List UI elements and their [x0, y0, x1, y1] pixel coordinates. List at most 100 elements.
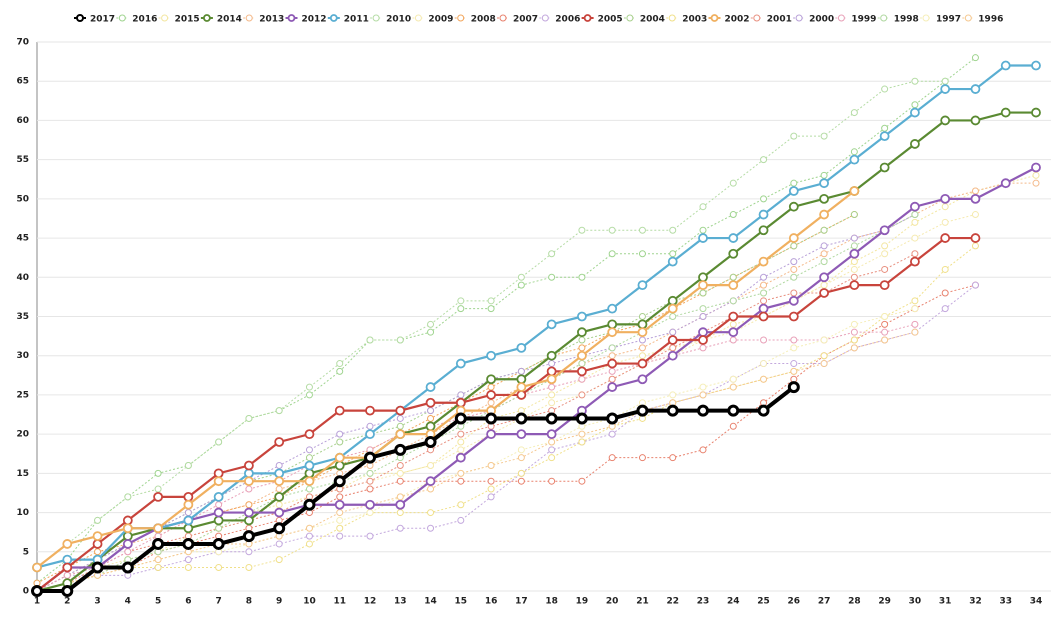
- point: [548, 250, 556, 258]
- point: [578, 438, 586, 446]
- x-tick-label: 28: [848, 597, 861, 607]
- point: [546, 319, 557, 330]
- point: [487, 485, 495, 493]
- point: [183, 491, 194, 502]
- legend-swatch: [964, 14, 972, 22]
- point: [850, 148, 858, 156]
- point: [941, 203, 949, 211]
- point: [607, 327, 618, 338]
- legend-label: 2006: [555, 15, 580, 25]
- point: [336, 360, 344, 368]
- y-tick-label: 55: [16, 155, 29, 165]
- point: [819, 193, 829, 204]
- point: [274, 468, 285, 479]
- point: [366, 477, 374, 485]
- point: [940, 84, 951, 94]
- y-tick-label: 5: [23, 547, 29, 557]
- point: [1032, 179, 1040, 187]
- point: [850, 234, 858, 242]
- point: [305, 532, 313, 540]
- point: [365, 499, 375, 510]
- x-tick-label: 31: [939, 597, 952, 607]
- point: [548, 454, 556, 462]
- point: [548, 438, 556, 446]
- point: [244, 507, 254, 518]
- point: [395, 429, 406, 440]
- point: [760, 273, 768, 281]
- point: [305, 485, 313, 493]
- point: [548, 399, 556, 407]
- point: [819, 288, 829, 298]
- point: [457, 501, 465, 509]
- point: [790, 344, 798, 352]
- point: [184, 563, 192, 571]
- legend-label: 2007: [513, 15, 538, 25]
- point: [850, 336, 858, 344]
- point: [637, 374, 648, 385]
- x-tick-label: 33: [999, 597, 1012, 607]
- legend-label: 1999: [851, 15, 876, 25]
- point: [971, 211, 979, 219]
- point: [427, 328, 435, 336]
- point: [820, 360, 828, 368]
- x-tick-label: 30: [909, 597, 922, 607]
- point: [758, 303, 769, 314]
- y-tick-label: 70: [16, 38, 29, 48]
- y-tick-label: 30: [16, 351, 29, 361]
- point: [486, 374, 496, 385]
- legend-swatch: [372, 14, 380, 22]
- point: [911, 101, 919, 109]
- point: [849, 280, 860, 291]
- point: [457, 446, 465, 454]
- point: [365, 429, 375, 440]
- point: [879, 280, 890, 291]
- point: [637, 327, 648, 338]
- x-tick-label: 8: [246, 597, 252, 607]
- point: [94, 548, 102, 556]
- series-line: [36, 284, 976, 592]
- point: [275, 540, 283, 548]
- point: [242, 530, 255, 543]
- point: [516, 342, 527, 353]
- point: [184, 462, 192, 470]
- point: [669, 313, 677, 320]
- point: [575, 412, 588, 425]
- point: [516, 374, 527, 385]
- legend-label: 2011: [344, 15, 369, 25]
- point: [790, 179, 798, 187]
- point: [154, 563, 162, 571]
- point: [941, 305, 949, 313]
- point: [729, 211, 737, 219]
- point: [457, 516, 465, 524]
- point: [728, 248, 739, 259]
- point: [215, 524, 223, 532]
- series: [33, 179, 1040, 595]
- point: [881, 124, 889, 132]
- point: [365, 405, 375, 416]
- point: [971, 242, 979, 250]
- point: [578, 344, 586, 352]
- point: [516, 382, 527, 392]
- legend-label: 2004: [640, 15, 665, 25]
- point: [455, 452, 466, 463]
- point: [396, 477, 404, 485]
- point: [760, 289, 768, 297]
- point: [940, 233, 951, 243]
- point: [245, 501, 253, 509]
- point: [940, 115, 951, 126]
- point: [486, 390, 496, 400]
- point: [305, 391, 313, 399]
- point: [182, 537, 195, 550]
- y-tick-label: 45: [16, 234, 29, 244]
- point: [154, 485, 162, 493]
- series: [33, 328, 919, 595]
- point: [638, 250, 646, 258]
- series: [33, 242, 979, 595]
- point: [304, 429, 315, 440]
- point: [911, 77, 919, 85]
- x-tick-label: 29: [878, 597, 891, 607]
- point: [699, 344, 707, 352]
- point: [790, 336, 798, 344]
- point: [577, 350, 587, 361]
